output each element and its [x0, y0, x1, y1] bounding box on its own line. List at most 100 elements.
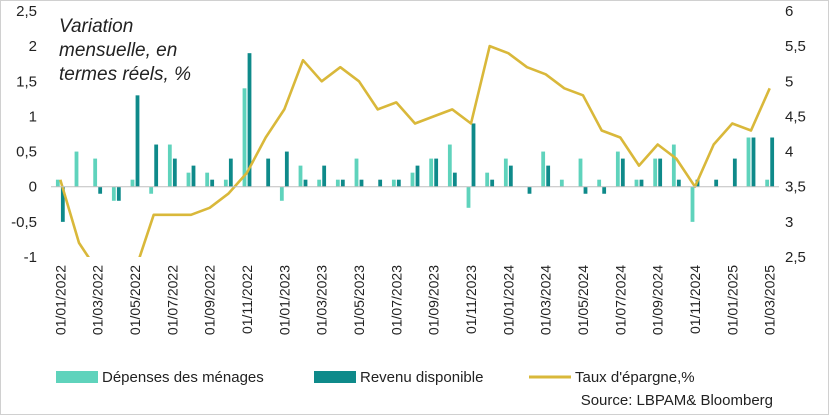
- bar-revenu: [322, 166, 326, 187]
- y-right-tick-label: 3: [785, 214, 793, 231]
- x-tick-label: 01/05/2024: [575, 265, 591, 335]
- bar-depenses: [112, 187, 116, 201]
- bar-depenses: [635, 180, 639, 187]
- legend-label-depenses: Dépenses des ménages: [102, 369, 264, 386]
- bar-depenses: [392, 180, 396, 187]
- bar-depenses: [541, 152, 545, 187]
- y-right-tick-label: 5,5: [785, 38, 806, 55]
- bar-depenses: [579, 159, 583, 187]
- annotation-line-2: mensuelle, en: [59, 40, 177, 61]
- y-left-tick-label: -1: [24, 249, 37, 266]
- bar-revenu: [733, 159, 737, 187]
- bar-depenses: [317, 180, 321, 187]
- bar-revenu: [752, 138, 756, 187]
- x-tick-label: 01/01/2025: [724, 265, 740, 335]
- y-left-tick-label: -0,5: [11, 214, 37, 231]
- bar-revenu: [640, 180, 644, 187]
- x-tick-label: 01/07/2023: [388, 265, 404, 335]
- bar-depenses: [691, 187, 695, 222]
- y-right-tick-label: 3,5: [785, 179, 806, 196]
- bar-depenses: [448, 145, 452, 187]
- bar-revenu: [770, 138, 774, 187]
- legend: Dépenses des ménages Revenu disponible T…: [56, 369, 695, 386]
- bar-depenses: [93, 159, 97, 187]
- bar-revenu: [341, 180, 345, 187]
- bar-depenses: [336, 180, 340, 187]
- x-tick-label: 01/03/2023: [314, 265, 330, 335]
- bar-depenses: [187, 173, 191, 187]
- annotation-line-1: Variation: [59, 16, 133, 37]
- x-tick-label: 01/03/2022: [90, 265, 106, 335]
- x-tick-label: 01/11/2023: [463, 265, 479, 334]
- y-right-tick-label: 5: [785, 73, 793, 90]
- bar-depenses: [616, 152, 620, 187]
- x-tick-label: 01/03/2024: [538, 265, 554, 335]
- bar-revenu: [714, 180, 718, 187]
- bar-revenu: [528, 187, 532, 194]
- x-tick-label: 01/07/2022: [164, 265, 180, 335]
- bar-revenu: [546, 166, 550, 187]
- bar-revenu: [117, 187, 121, 201]
- y-right-tick-label: 2,5: [785, 249, 806, 266]
- y-left-tick-label: 0: [29, 179, 37, 196]
- bar-revenu: [472, 123, 476, 186]
- legend-label-epargne: Taux d'épargne,%: [575, 369, 695, 386]
- bar-revenu: [509, 166, 513, 187]
- source-note: Source: LBPAM& Bloomberg: [581, 392, 773, 409]
- bar-revenu: [266, 159, 270, 187]
- bar-depenses: [224, 180, 228, 187]
- x-tick-label: 01/09/2022: [202, 265, 218, 335]
- bar-depenses: [747, 138, 751, 187]
- bar-revenu: [658, 159, 662, 187]
- x-tick-label: 01/05/2022: [127, 265, 143, 335]
- legend-label-revenu: Revenu disponible: [360, 369, 483, 386]
- bar-depenses: [280, 187, 284, 201]
- bar-depenses: [355, 159, 359, 187]
- bar-depenses: [205, 173, 209, 187]
- bar-revenu: [453, 173, 457, 187]
- legend-swatch-revenu: [314, 371, 356, 383]
- y-left-tick-label: 2: [29, 38, 37, 55]
- bar-depenses: [672, 145, 676, 187]
- bar-revenu: [304, 180, 308, 187]
- bar-revenu: [136, 95, 140, 186]
- bar-revenu: [154, 145, 158, 187]
- x-tick-label: 01/11/2024: [687, 265, 703, 334]
- bar-revenu: [192, 166, 196, 187]
- bar-depenses: [485, 173, 489, 187]
- bar-depenses: [467, 187, 471, 208]
- bar-revenu: [677, 180, 681, 187]
- x-tick-label: 01/01/2024: [500, 265, 516, 335]
- y-left-tick-label: 1,5: [16, 73, 37, 90]
- y-axis-right: 2,533,544,555,56: [785, 3, 806, 266]
- y-axis-left: -1-0,500,511,522,5: [11, 3, 37, 266]
- bar-depenses: [765, 180, 769, 187]
- bar-depenses: [131, 180, 135, 187]
- x-tick-label: 01/09/2024: [650, 265, 666, 335]
- bar-revenu: [98, 187, 102, 194]
- bar-revenu: [173, 159, 177, 187]
- bar-revenu: [397, 180, 401, 187]
- bar-revenu: [378, 180, 382, 187]
- y-right-tick-label: 4,5: [785, 108, 806, 125]
- bar-depenses: [243, 88, 247, 186]
- y-left-tick-label: 2,5: [16, 3, 37, 20]
- bar-depenses: [299, 166, 303, 187]
- bar-depenses: [560, 180, 564, 187]
- x-tick-label: 01/05/2023: [351, 265, 367, 335]
- annotation-line-3: termes réels, %: [59, 64, 191, 85]
- bar-revenu: [621, 159, 625, 187]
- y-right-tick-label: 4: [785, 144, 793, 161]
- x-tick-label: 01/07/2024: [612, 265, 628, 335]
- y-left-tick-label: 1: [29, 108, 37, 125]
- bar-depenses: [653, 159, 657, 187]
- series-depenses-bars: [56, 88, 769, 222]
- bar-depenses: [56, 180, 60, 187]
- bar-depenses: [597, 180, 601, 187]
- bar-revenu: [434, 159, 438, 187]
- bar-revenu: [416, 166, 420, 187]
- bar-revenu: [285, 152, 289, 187]
- bar-revenu: [210, 180, 214, 187]
- legend-swatch-depenses: [56, 371, 98, 383]
